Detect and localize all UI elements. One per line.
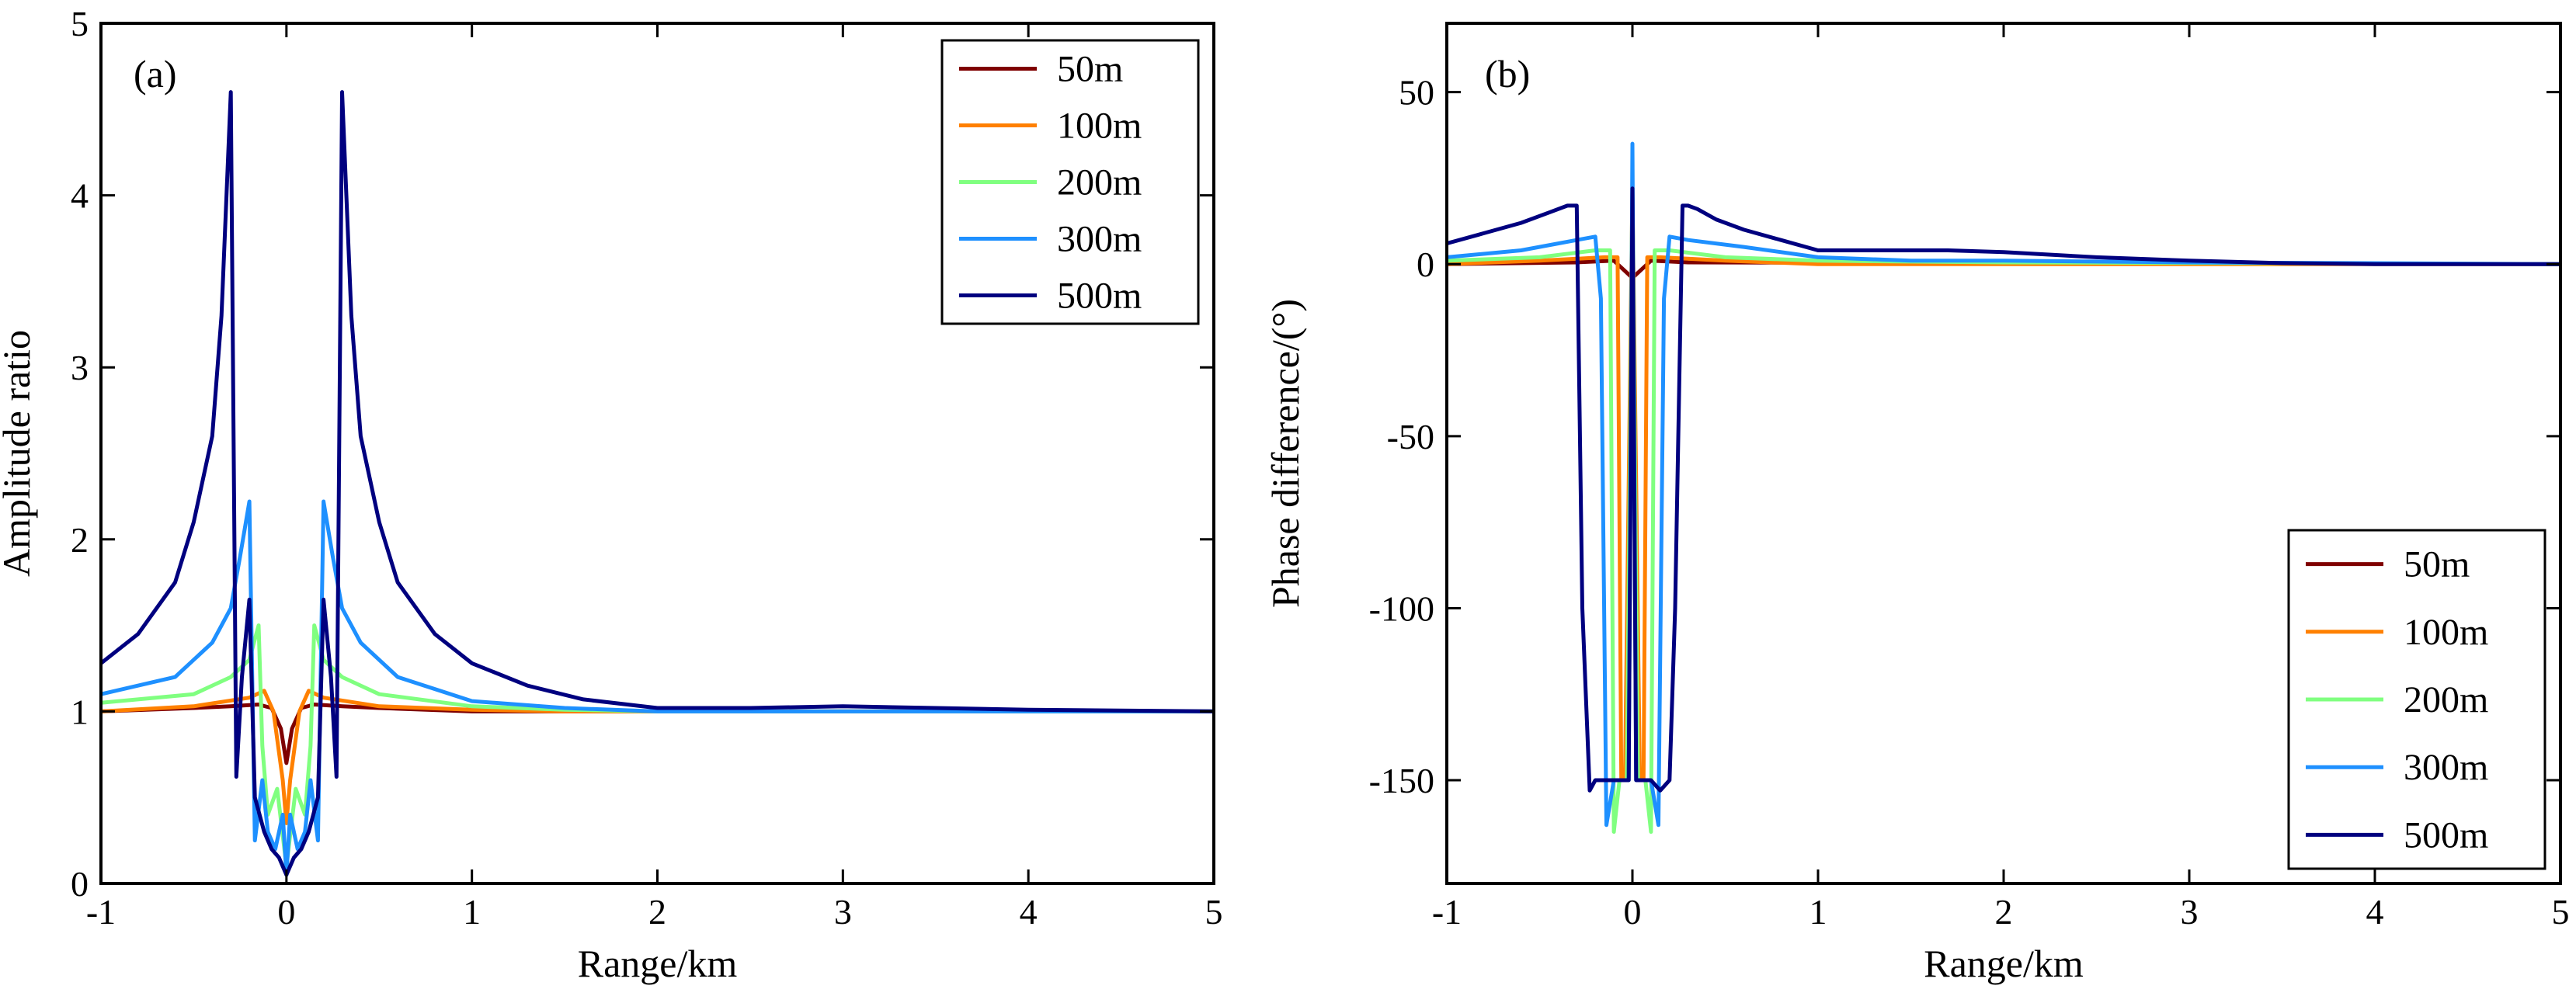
- legend-label-200m: 200m: [1057, 162, 1142, 203]
- legend-label-50m: 50m: [1057, 49, 1123, 90]
- x-tick-label: 4: [1020, 892, 1038, 932]
- x-tick-label: 1: [1809, 892, 1827, 932]
- legend-label-100m: 100m: [1057, 106, 1142, 147]
- legend: 50m 100m 200m 300m 500m: [940, 39, 1200, 325]
- x-tick-label: 0: [277, 892, 295, 932]
- y-tick-label: 3: [71, 348, 89, 387]
- y-tick-label: 5: [71, 4, 89, 43]
- y-tick-label: 0: [71, 864, 89, 904]
- legend: 50m 100m 200m 300m 500m: [2287, 529, 2546, 870]
- panel-b: -1 0 1 2 3 4 5 -150 -100 -50 0 50 Range/km Phase diff…: [1264, 22, 2570, 985]
- y-tick-label: 4: [71, 176, 89, 216]
- x-tick-label: 2: [1995, 892, 2013, 932]
- x-axis-title: Range/km: [1924, 942, 2084, 985]
- x-tick-label: 5: [1205, 892, 1223, 932]
- series-line-500m: [1447, 186, 2560, 793]
- panel-label: (b): [1485, 52, 1530, 95]
- legend-label-300m: 300m: [2404, 747, 2488, 788]
- series-line-100m: [101, 689, 1214, 825]
- x-tick-label: 0: [1624, 892, 1642, 932]
- x-tick-label: 2: [648, 892, 666, 932]
- series-line-500m: [101, 90, 1214, 877]
- legend-label-100m: 100m: [2404, 612, 2488, 653]
- y-tick-label: -50: [1387, 417, 1434, 456]
- series-line-300m: [101, 499, 1214, 877]
- x-tick-label: 5: [2552, 892, 2570, 932]
- x-tick-label: -1: [86, 892, 116, 932]
- y-tick-label: 2: [71, 520, 89, 560]
- legend-label-300m: 300m: [1057, 219, 1142, 260]
- legend-label-500m: 500m: [2404, 814, 2488, 856]
- series-group: [101, 90, 1214, 877]
- series-group: [1447, 141, 2560, 834]
- panel-label: (a): [134, 52, 177, 95]
- y-axis-title: Phase difference/(°): [1264, 299, 1307, 608]
- x-axis-title: Range/km: [578, 942, 738, 985]
- x-tick-label: 4: [2366, 892, 2384, 932]
- y-tick-label: -150: [1369, 761, 1434, 800]
- legend-label-200m: 200m: [2404, 679, 2488, 720]
- y-tick-label: 1: [71, 692, 89, 731]
- y-tick-label: 0: [1417, 245, 1434, 284]
- x-tick-label: 3: [2181, 892, 2199, 932]
- y-tick-label: -100: [1369, 588, 1434, 628]
- x-tick-label: 1: [463, 892, 481, 932]
- x-tick-label: 3: [834, 892, 852, 932]
- y-tick-label: 50: [1399, 73, 1434, 113]
- legend-label-500m: 500m: [1057, 276, 1142, 317]
- y-axis-title: Amplitude ratio: [0, 330, 38, 577]
- legend-label-50m: 50m: [2404, 544, 2470, 585]
- x-tick-label: -1: [1432, 892, 1462, 932]
